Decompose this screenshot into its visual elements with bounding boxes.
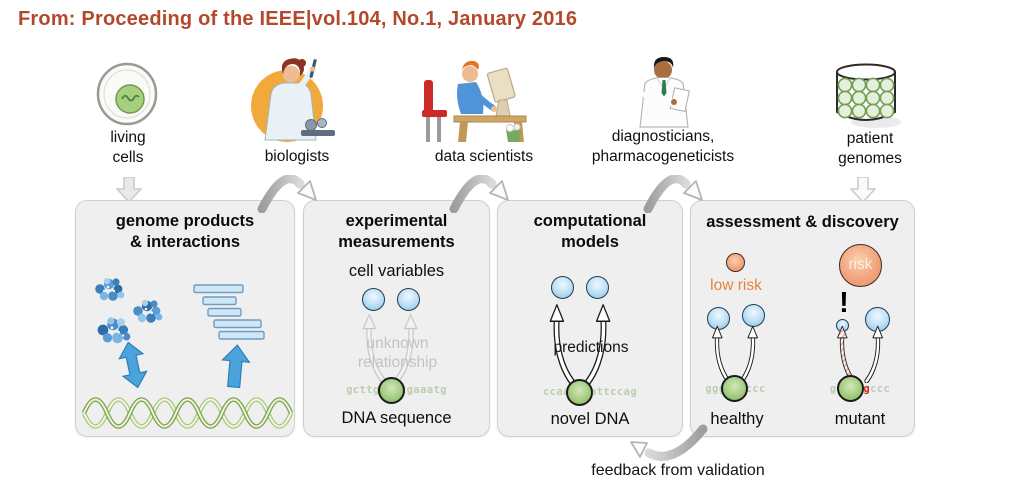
dna-node — [837, 375, 864, 402]
model-variable-node — [551, 276, 574, 299]
healthy-label: healthy — [710, 410, 764, 428]
panel-genome-products: genome products & interactions — [75, 200, 295, 437]
low-risk-label: low risk — [710, 277, 762, 294]
data-scientist-icon — [422, 60, 527, 142]
flow-hop-arrow-icon — [448, 175, 520, 213]
predictions-label: predictions — [553, 339, 629, 356]
feedback-label: feedback from validation — [591, 462, 765, 479]
low-risk-node — [726, 253, 745, 272]
variable-node — [742, 304, 765, 327]
flow-hop-arrow-icon — [256, 175, 328, 213]
panel-assessment-discovery: assessment & discovery low risk gggtatcc… — [690, 200, 915, 437]
panel-title: experimental measurements — [338, 212, 455, 251]
panel-computational-models: computational models predictions ccaagga… — [497, 200, 683, 437]
dna-node — [721, 375, 748, 402]
unknown-relationship-label: unknown relationship — [357, 335, 438, 371]
patient-genomes-database-icon — [836, 63, 901, 128]
panel-title: genome products & interactions — [115, 212, 255, 251]
actor-label-biologists: biologists — [264, 148, 330, 165]
panel-title: computational models — [533, 212, 647, 251]
up-arrow-icon — [221, 344, 251, 389]
risk-label: risk — [848, 256, 873, 273]
risk-node: risk — [839, 244, 882, 287]
novel-dna-label: novel DNA — [550, 410, 630, 428]
flow-hop-arrow-icon — [642, 175, 714, 213]
cell-variables-label: cell variables — [348, 262, 445, 280]
actor-label-patient-genomes: patient genomes — [838, 130, 902, 167]
dna-node — [378, 377, 405, 404]
genome-graphics — [81, 277, 294, 429]
mutant-arrows-icon — [824, 325, 896, 383]
mutation-letter: g — [863, 383, 871, 395]
diagnostician-icon — [639, 57, 690, 128]
biologist-icon — [251, 58, 335, 142]
cell-variable-node — [397, 288, 420, 311]
protein-blobs-icon — [95, 277, 163, 344]
sequence-reads-icon — [193, 284, 265, 340]
actor-label-living-cells: living cells — [110, 129, 146, 166]
page-title: From: Proceeding of the IEEE|vol.104, No… — [18, 8, 578, 30]
model-variable-node — [586, 276, 609, 299]
dna-node — [566, 379, 593, 406]
mutant-label: mutant — [834, 410, 886, 428]
dna-helix-icon — [81, 397, 294, 429]
double-arrow-icon — [118, 341, 148, 389]
panel-title: assessment & discovery — [706, 213, 899, 231]
cell-icon — [96, 62, 158, 126]
cell-variable-node — [362, 288, 385, 311]
feedback-arrow-icon — [630, 424, 708, 461]
panel-experimental-measurements: experimental measurements cell variables… — [303, 200, 490, 437]
actor-label-diagnosticians: diagnosticians, pharmacogeneticists — [591, 128, 735, 165]
dna-sequence-label: DNA sequence — [341, 409, 452, 427]
alert-exclamation: ! — [839, 287, 849, 319]
actor-label-data-scientists: data scientists — [434, 148, 534, 165]
